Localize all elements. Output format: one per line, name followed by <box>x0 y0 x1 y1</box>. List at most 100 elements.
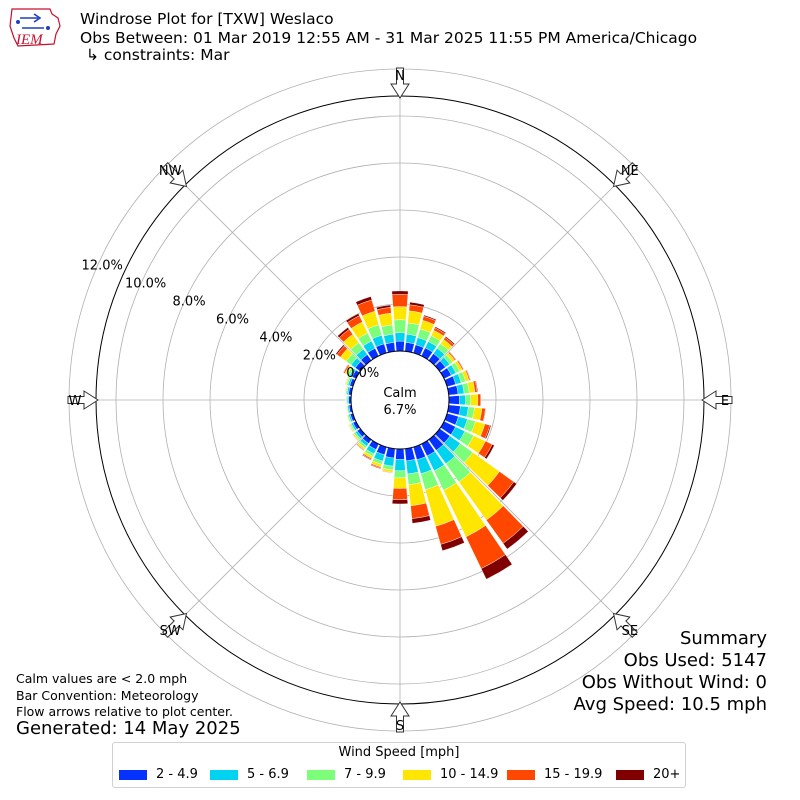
wind-bar-segment <box>447 404 461 416</box>
flow-arrow-shape <box>162 612 188 638</box>
flow-arrow-shape <box>390 701 410 733</box>
compass-label: SW <box>160 624 181 639</box>
wind-bar-segment <box>345 405 348 414</box>
calm-circle <box>350 350 450 450</box>
summary-obs-without-wind: Obs Without Wind: 0 <box>581 672 767 693</box>
compass-label: NW <box>159 164 182 179</box>
compass-label: W <box>69 394 82 409</box>
radial-tick-label: 10.0% <box>125 276 166 291</box>
wind-bar-segment <box>391 499 409 505</box>
wind-bar-segment <box>344 386 347 395</box>
legend-label: 15 - 19.9 <box>544 767 603 782</box>
wind-bar-segment <box>409 301 425 308</box>
flow-arrows-note: Flow arrows relative to plot center. <box>16 704 233 719</box>
wind-bar-segment <box>440 536 465 552</box>
wind-bar-segment <box>391 290 409 295</box>
legend-label: 2 - 4.9 <box>156 767 198 782</box>
radial-tick-label: 8.0% <box>173 294 206 309</box>
legend-label: 10 - 14.9 <box>440 767 499 782</box>
radial-tick-label: 4.0% <box>259 330 292 345</box>
grid-circle <box>209 209 591 591</box>
wind-bar-segment <box>466 369 471 381</box>
grid-spoke <box>184 434 366 616</box>
compass-label: N <box>395 69 405 84</box>
compass-label: E <box>721 394 729 409</box>
wind-bar-segment <box>393 477 407 489</box>
calm-label: Calm <box>383 386 416 401</box>
flow-arrow-icon <box>612 162 638 188</box>
radial-tick-labels: 0.0% 2.0% 4.0% 6.0% 8.0% 10.0%12.0% <box>82 258 380 381</box>
wind-bar-segment <box>444 336 456 346</box>
legend-title: Wind Speed [mph] <box>338 745 460 760</box>
wind-bar-segment <box>406 322 420 337</box>
grid-spoke <box>434 434 616 616</box>
legend-label: 7 - 9.9 <box>344 767 386 782</box>
wind-bar-segment <box>470 393 479 407</box>
wind-bar-segment <box>404 447 416 462</box>
wind-bar-segment <box>393 470 407 479</box>
wind-bar-segment <box>355 296 373 306</box>
radial-tick-label: 6.0% <box>216 312 249 327</box>
iem-logo: IEM <box>9 8 61 48</box>
calm-value: 6.7% <box>383 403 416 418</box>
legend: Wind Speed [mph] 2 - 4.9 5 - 6.9 7 - 9.9 10… <box>112 742 686 788</box>
grid-spoke <box>434 184 616 366</box>
grid-circle <box>115 115 685 685</box>
grid-circle <box>162 162 638 638</box>
wind-bar-segment <box>342 364 349 374</box>
flow-arrow-icon <box>162 162 188 188</box>
flow-arrow-shape <box>390 67 410 99</box>
wind-bar-segment <box>423 314 437 321</box>
flow-arrow-shape <box>612 162 638 188</box>
wind-bar-segment <box>393 319 407 334</box>
legend-label: 20+ <box>653 767 681 782</box>
wind-bar-segment <box>434 326 447 334</box>
wind-bar-segment <box>378 312 393 328</box>
grid-spoke <box>184 184 366 366</box>
wind-bar-segment <box>394 459 406 472</box>
wind-bar-segment <box>395 340 405 352</box>
flow-arrow-icon <box>390 701 410 733</box>
wind-bar-segment <box>408 482 427 507</box>
wind-bar-segment <box>344 376 349 385</box>
chart-title: Windrose Plot for [TXW] Weslaco <box>80 10 334 28</box>
calm-center: Calm 6.7% <box>350 350 450 450</box>
legend-swatch <box>403 770 431 780</box>
compass-label: NE <box>621 164 639 179</box>
wind-bar-segment <box>500 481 517 501</box>
wind-bar-segment <box>475 380 479 393</box>
legend-swatch <box>616 770 644 780</box>
wind-bar-segment <box>395 448 405 460</box>
compass-label: SE <box>622 624 638 639</box>
wind-bar-segment <box>477 393 481 407</box>
wind-bar-segment <box>484 425 492 440</box>
constraints-label: ↳ constraints: Mar <box>86 46 230 64</box>
radial-tick-label: 0.0% <box>346 366 379 381</box>
legend-swatch <box>507 770 535 780</box>
wind-bar-segment <box>448 395 460 405</box>
wind-bar-segment <box>480 554 513 580</box>
legend-swatch <box>307 770 335 780</box>
compass-label: S <box>396 719 404 734</box>
wind-bar-segment <box>484 444 495 460</box>
flow-arrow-shape <box>162 162 188 188</box>
wind-bar-segment <box>457 359 465 370</box>
wind-bar-segment <box>465 394 472 406</box>
legend-swatch <box>210 770 238 780</box>
wind-bar-segment <box>335 344 345 355</box>
wind-bar-segment <box>356 444 365 451</box>
wind-bar-segment <box>391 294 409 308</box>
wind-bar-segment <box>362 454 372 461</box>
logo-text: IEM <box>15 32 44 48</box>
wind-bar-segment <box>392 488 408 500</box>
flow-arrow-icon <box>390 67 410 99</box>
wind-bar-segment <box>448 351 457 361</box>
wind-bar-segment <box>480 393 482 407</box>
wind-bar-segment <box>407 310 423 326</box>
wind-bar-segment <box>381 470 393 474</box>
summary-heading: Summary <box>680 628 767 649</box>
flow-arrow-shape <box>701 390 733 410</box>
flow-arrow-icon <box>612 612 638 638</box>
wind-bar-segment <box>482 408 487 422</box>
